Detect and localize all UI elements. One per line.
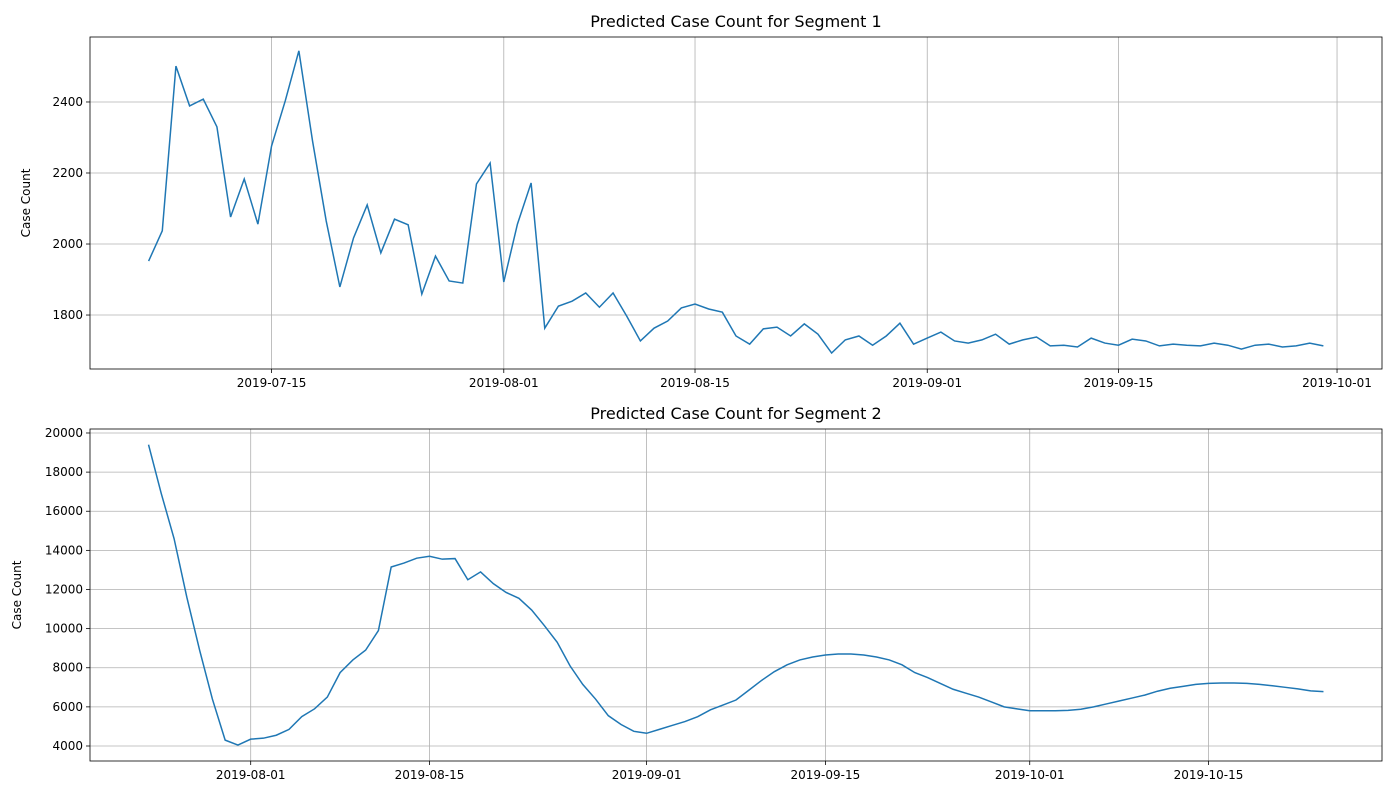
y-tick-label: 2200 <box>52 166 83 180</box>
y-tick-label: 16000 <box>45 504 83 518</box>
data-line <box>147 444 1324 746</box>
x-tick-label: 2019-09-01 <box>892 376 962 390</box>
x-tick-label: 2019-08-15 <box>395 768 465 782</box>
y-axis-label: Case Count <box>19 168 33 237</box>
y-tick-label: 12000 <box>45 582 83 596</box>
x-tick-label: 2019-08-15 <box>660 376 730 390</box>
x-tick-label: 2019-09-15 <box>791 768 861 782</box>
x-tick-label: 2019-08-01 <box>216 768 286 782</box>
y-tick-label: 8000 <box>52 661 83 675</box>
x-tick-label: 2019-08-01 <box>469 376 539 390</box>
y-tick-label: 1800 <box>52 308 83 322</box>
axes-frame <box>89 428 1383 762</box>
y-tick-label: 10000 <box>45 622 83 636</box>
x-tick-label: 2019-09-15 <box>1084 376 1154 390</box>
chart-title: Predicted Case Count for Segment 1 <box>590 12 881 31</box>
y-tick-label: 2000 <box>52 237 83 251</box>
y-tick-label: 2400 <box>52 95 83 109</box>
x-tick-label: 2019-10-15 <box>1174 768 1244 782</box>
data-line <box>147 50 1324 355</box>
axes-frame <box>89 36 1383 370</box>
y-tick-label: 6000 <box>52 700 83 714</box>
y-tick-label: 18000 <box>45 465 83 479</box>
x-tick-label: 2019-10-01 <box>995 768 1065 782</box>
chart-title: Predicted Case Count for Segment 2 <box>590 404 881 423</box>
y-axis-label: Case Count <box>10 560 24 629</box>
x-tick-label: 2019-07-15 <box>237 376 307 390</box>
x-tick-label: 2019-09-01 <box>612 768 682 782</box>
y-tick-label: 20000 <box>45 426 83 440</box>
x-tick-label: 2019-10-01 <box>1302 376 1372 390</box>
y-tick-label: 4000 <box>52 739 83 753</box>
y-tick-label: 14000 <box>45 543 83 557</box>
